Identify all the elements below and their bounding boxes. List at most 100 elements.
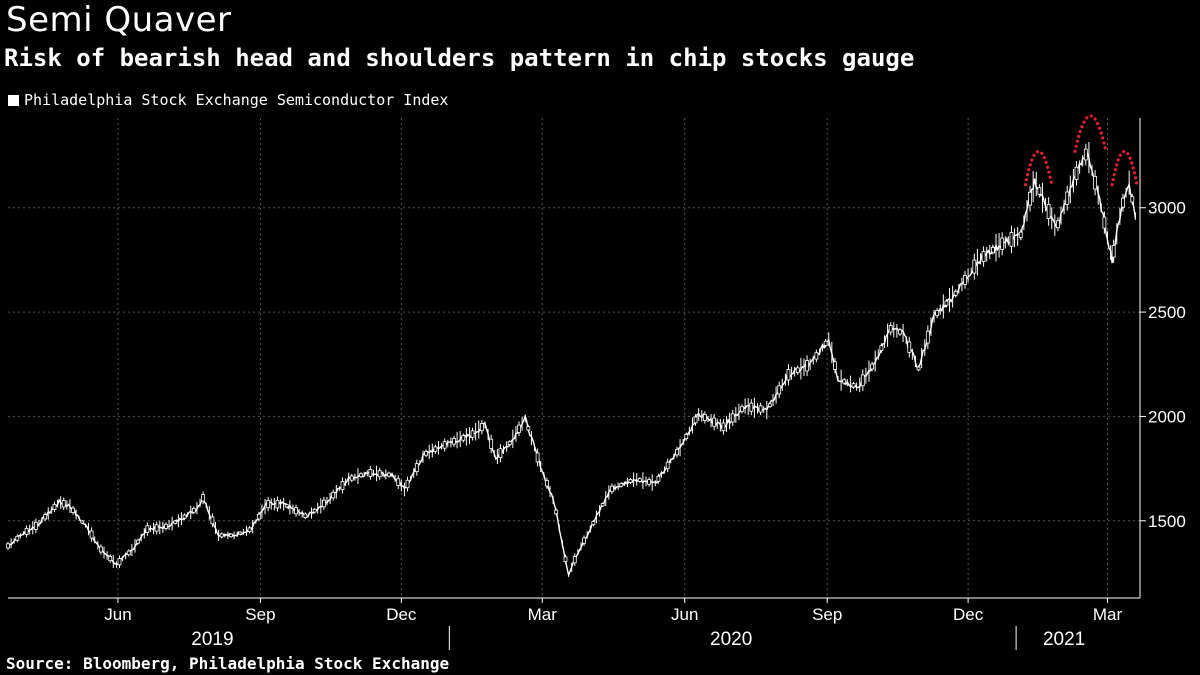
candle-body [749, 402, 754, 412]
candle-body [507, 441, 512, 445]
candle-body [238, 531, 243, 535]
candle-body [340, 481, 345, 490]
candle-body [795, 367, 800, 373]
legend-swatch [8, 94, 19, 106]
candle-body [702, 414, 707, 421]
candle-body [331, 491, 336, 499]
source-note: Source: Bloomberg, Philadelphia Stock Ex… [6, 654, 450, 673]
candle-body [368, 469, 373, 477]
candle-body [1121, 197, 1125, 208]
candle-body [628, 479, 633, 483]
candle-body [442, 441, 447, 449]
candle-body [535, 452, 540, 463]
candle-body [1009, 232, 1014, 247]
candle-body [721, 422, 726, 432]
candle-body [786, 368, 791, 381]
candle-body [498, 448, 503, 459]
candle-body [619, 483, 624, 487]
right-shoulder-arc [1110, 149, 1139, 187]
candle-body [164, 523, 168, 529]
candle-body [1037, 187, 1042, 195]
candle-body [117, 558, 122, 566]
left-shoulder-arc [1023, 149, 1054, 187]
x-tick-label: Dec [386, 605, 417, 624]
candle-body [126, 550, 131, 556]
candle-body [1074, 166, 1079, 180]
candle-body [275, 499, 280, 509]
candle-body [1056, 220, 1060, 229]
candle-body [33, 521, 38, 530]
candle-body [935, 310, 940, 316]
year-label: 2021 [1043, 629, 1085, 650]
candle-body [377, 470, 382, 478]
candle-body [136, 539, 140, 544]
candle-body [284, 504, 289, 508]
candle-body [1102, 216, 1107, 229]
candle-body [898, 329, 902, 335]
candle-body [805, 360, 809, 372]
x-tick-label: Sep [245, 605, 275, 624]
candle-body [526, 426, 531, 431]
candle-body [201, 494, 206, 502]
candle-body [191, 508, 196, 513]
candle-body [256, 513, 261, 520]
candle-body [89, 530, 94, 539]
candle-body [925, 330, 930, 344]
candle-body [767, 403, 772, 407]
candle-body [758, 405, 763, 413]
candle-body [312, 508, 317, 513]
candle-body [247, 527, 252, 532]
candle-body [1000, 237, 1005, 250]
candle-body [944, 300, 949, 306]
candle-body [730, 413, 735, 423]
candle-body [452, 438, 456, 445]
candle-body [303, 513, 308, 518]
candle-body [572, 556, 577, 564]
candle-body [879, 345, 884, 351]
candle-body [600, 503, 605, 507]
candle-body [61, 500, 66, 508]
head-arc [1073, 114, 1108, 153]
candle-body [554, 509, 559, 515]
candle-body [1018, 231, 1023, 238]
candle-body [675, 449, 679, 456]
candle-body [916, 366, 921, 371]
candle-body [424, 450, 429, 456]
y-tick-label: 2000 [1148, 407, 1186, 426]
candle-body [489, 438, 494, 449]
candle-body [294, 507, 298, 515]
y-tick-label: 3000 [1148, 199, 1186, 218]
candle-body [322, 499, 326, 508]
x-tick-label: Jun [104, 605, 131, 624]
candle-body [1046, 203, 1051, 219]
candle-body [563, 556, 568, 563]
y-tick-label: 2500 [1148, 303, 1186, 322]
candle-body [6, 543, 10, 549]
candle-body [405, 479, 410, 489]
candle-body [1093, 176, 1097, 190]
candle-body [545, 480, 549, 487]
candle-body [610, 485, 614, 492]
x-tick-label: Mar [528, 605, 558, 624]
chart-subtitle: Risk of bearish head and shoulders patte… [4, 44, 915, 72]
candle-body [582, 537, 586, 544]
candle-body [219, 533, 224, 538]
candle-body [470, 430, 475, 438]
candle-body [43, 514, 48, 520]
candle-body [888, 325, 893, 333]
year-label: 2019 [191, 629, 233, 650]
candle-body [387, 472, 391, 477]
candle-body [145, 525, 150, 533]
candle-body [684, 434, 689, 440]
candle-body [907, 341, 912, 353]
x-tick-label: Mar [1093, 605, 1123, 624]
candle-body [349, 475, 354, 481]
candle-body [99, 546, 103, 553]
candle-body [851, 383, 856, 388]
candle-body [963, 275, 967, 285]
candle-body [396, 478, 401, 486]
candle-body [1083, 148, 1088, 161]
legend: Philadelphia Stock Exchange Semiconducto… [8, 91, 448, 109]
candle-body [665, 461, 670, 470]
candle-body [229, 533, 233, 537]
